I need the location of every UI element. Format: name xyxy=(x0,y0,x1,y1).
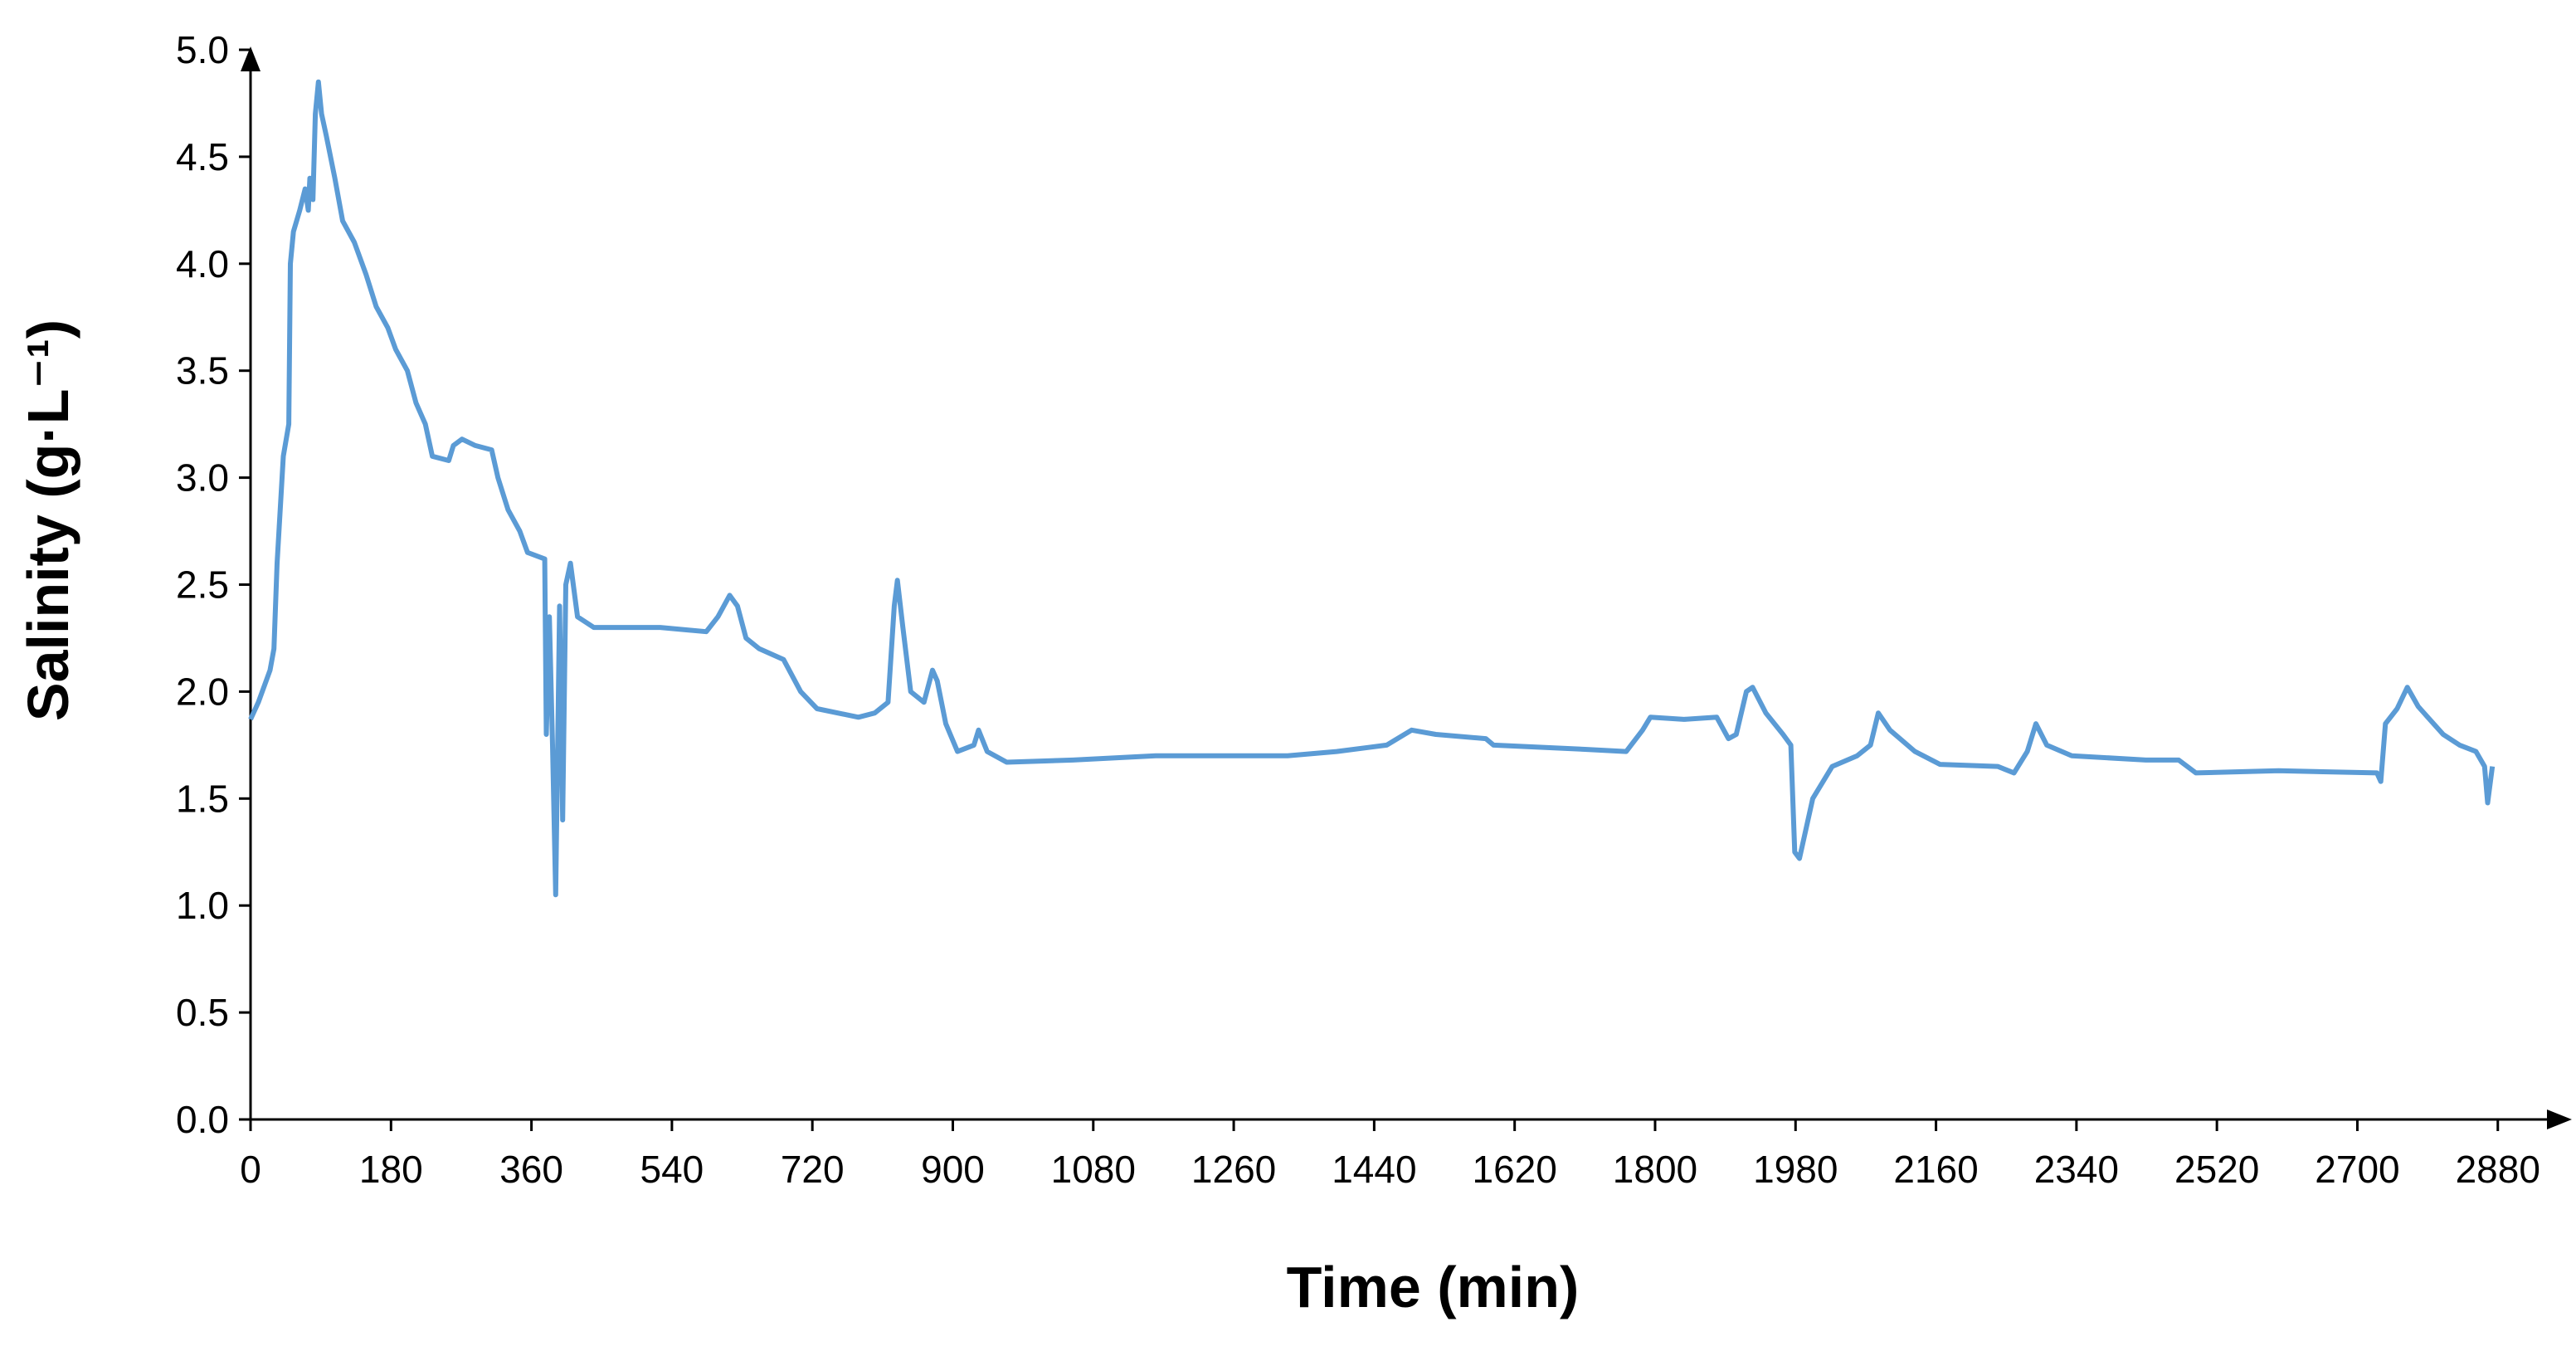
y-tick-label: 0.0 xyxy=(176,1098,229,1141)
x-tick-label: 1440 xyxy=(1332,1148,1416,1191)
x-tick-label: 2880 xyxy=(2456,1148,2540,1191)
y-tick-label: 3.5 xyxy=(176,349,229,393)
y-tick-label: 0.5 xyxy=(176,991,229,1034)
x-tick-label: 1080 xyxy=(1051,1148,1136,1191)
y-axis-arrow xyxy=(241,46,261,71)
y-tick-label: 3.0 xyxy=(176,456,229,500)
x-tick-label: 1620 xyxy=(1473,1148,1557,1191)
x-tick-label: 0 xyxy=(240,1148,261,1191)
data-line xyxy=(248,79,2496,898)
x-tick-label: 180 xyxy=(359,1148,423,1191)
x-axis-title: Time (min) xyxy=(1287,1255,1580,1319)
x-tick-label: 2520 xyxy=(2174,1148,2259,1191)
x-tick-label: 1800 xyxy=(1613,1148,1697,1191)
x-tick-label: 2160 xyxy=(1893,1148,1978,1191)
y-tick-label: 1.0 xyxy=(176,884,229,927)
x-tick-label: 2340 xyxy=(2034,1148,2119,1191)
x-tick-label: 360 xyxy=(499,1148,563,1191)
x-tick-label: 900 xyxy=(921,1148,985,1191)
x-tick-label: 1260 xyxy=(1191,1148,1276,1191)
x-tick-label: 540 xyxy=(640,1148,704,1191)
y-tick-label: 4.5 xyxy=(176,135,229,178)
x-tick-label: 1980 xyxy=(1753,1148,1838,1191)
y-tick-label: 2.5 xyxy=(176,563,229,607)
y-tick-label: 2.0 xyxy=(176,670,229,713)
x-tick-label: 2700 xyxy=(2315,1148,2399,1191)
y-axis-title: Salinity (g·L⁻¹) xyxy=(16,319,80,721)
y-tick-label: 4.0 xyxy=(176,242,229,285)
x-axis-arrow xyxy=(2547,1109,2572,1129)
x-tick-label: 720 xyxy=(781,1148,845,1191)
y-tick-label: 1.5 xyxy=(176,777,229,820)
y-tick-label: 5.0 xyxy=(176,28,229,71)
